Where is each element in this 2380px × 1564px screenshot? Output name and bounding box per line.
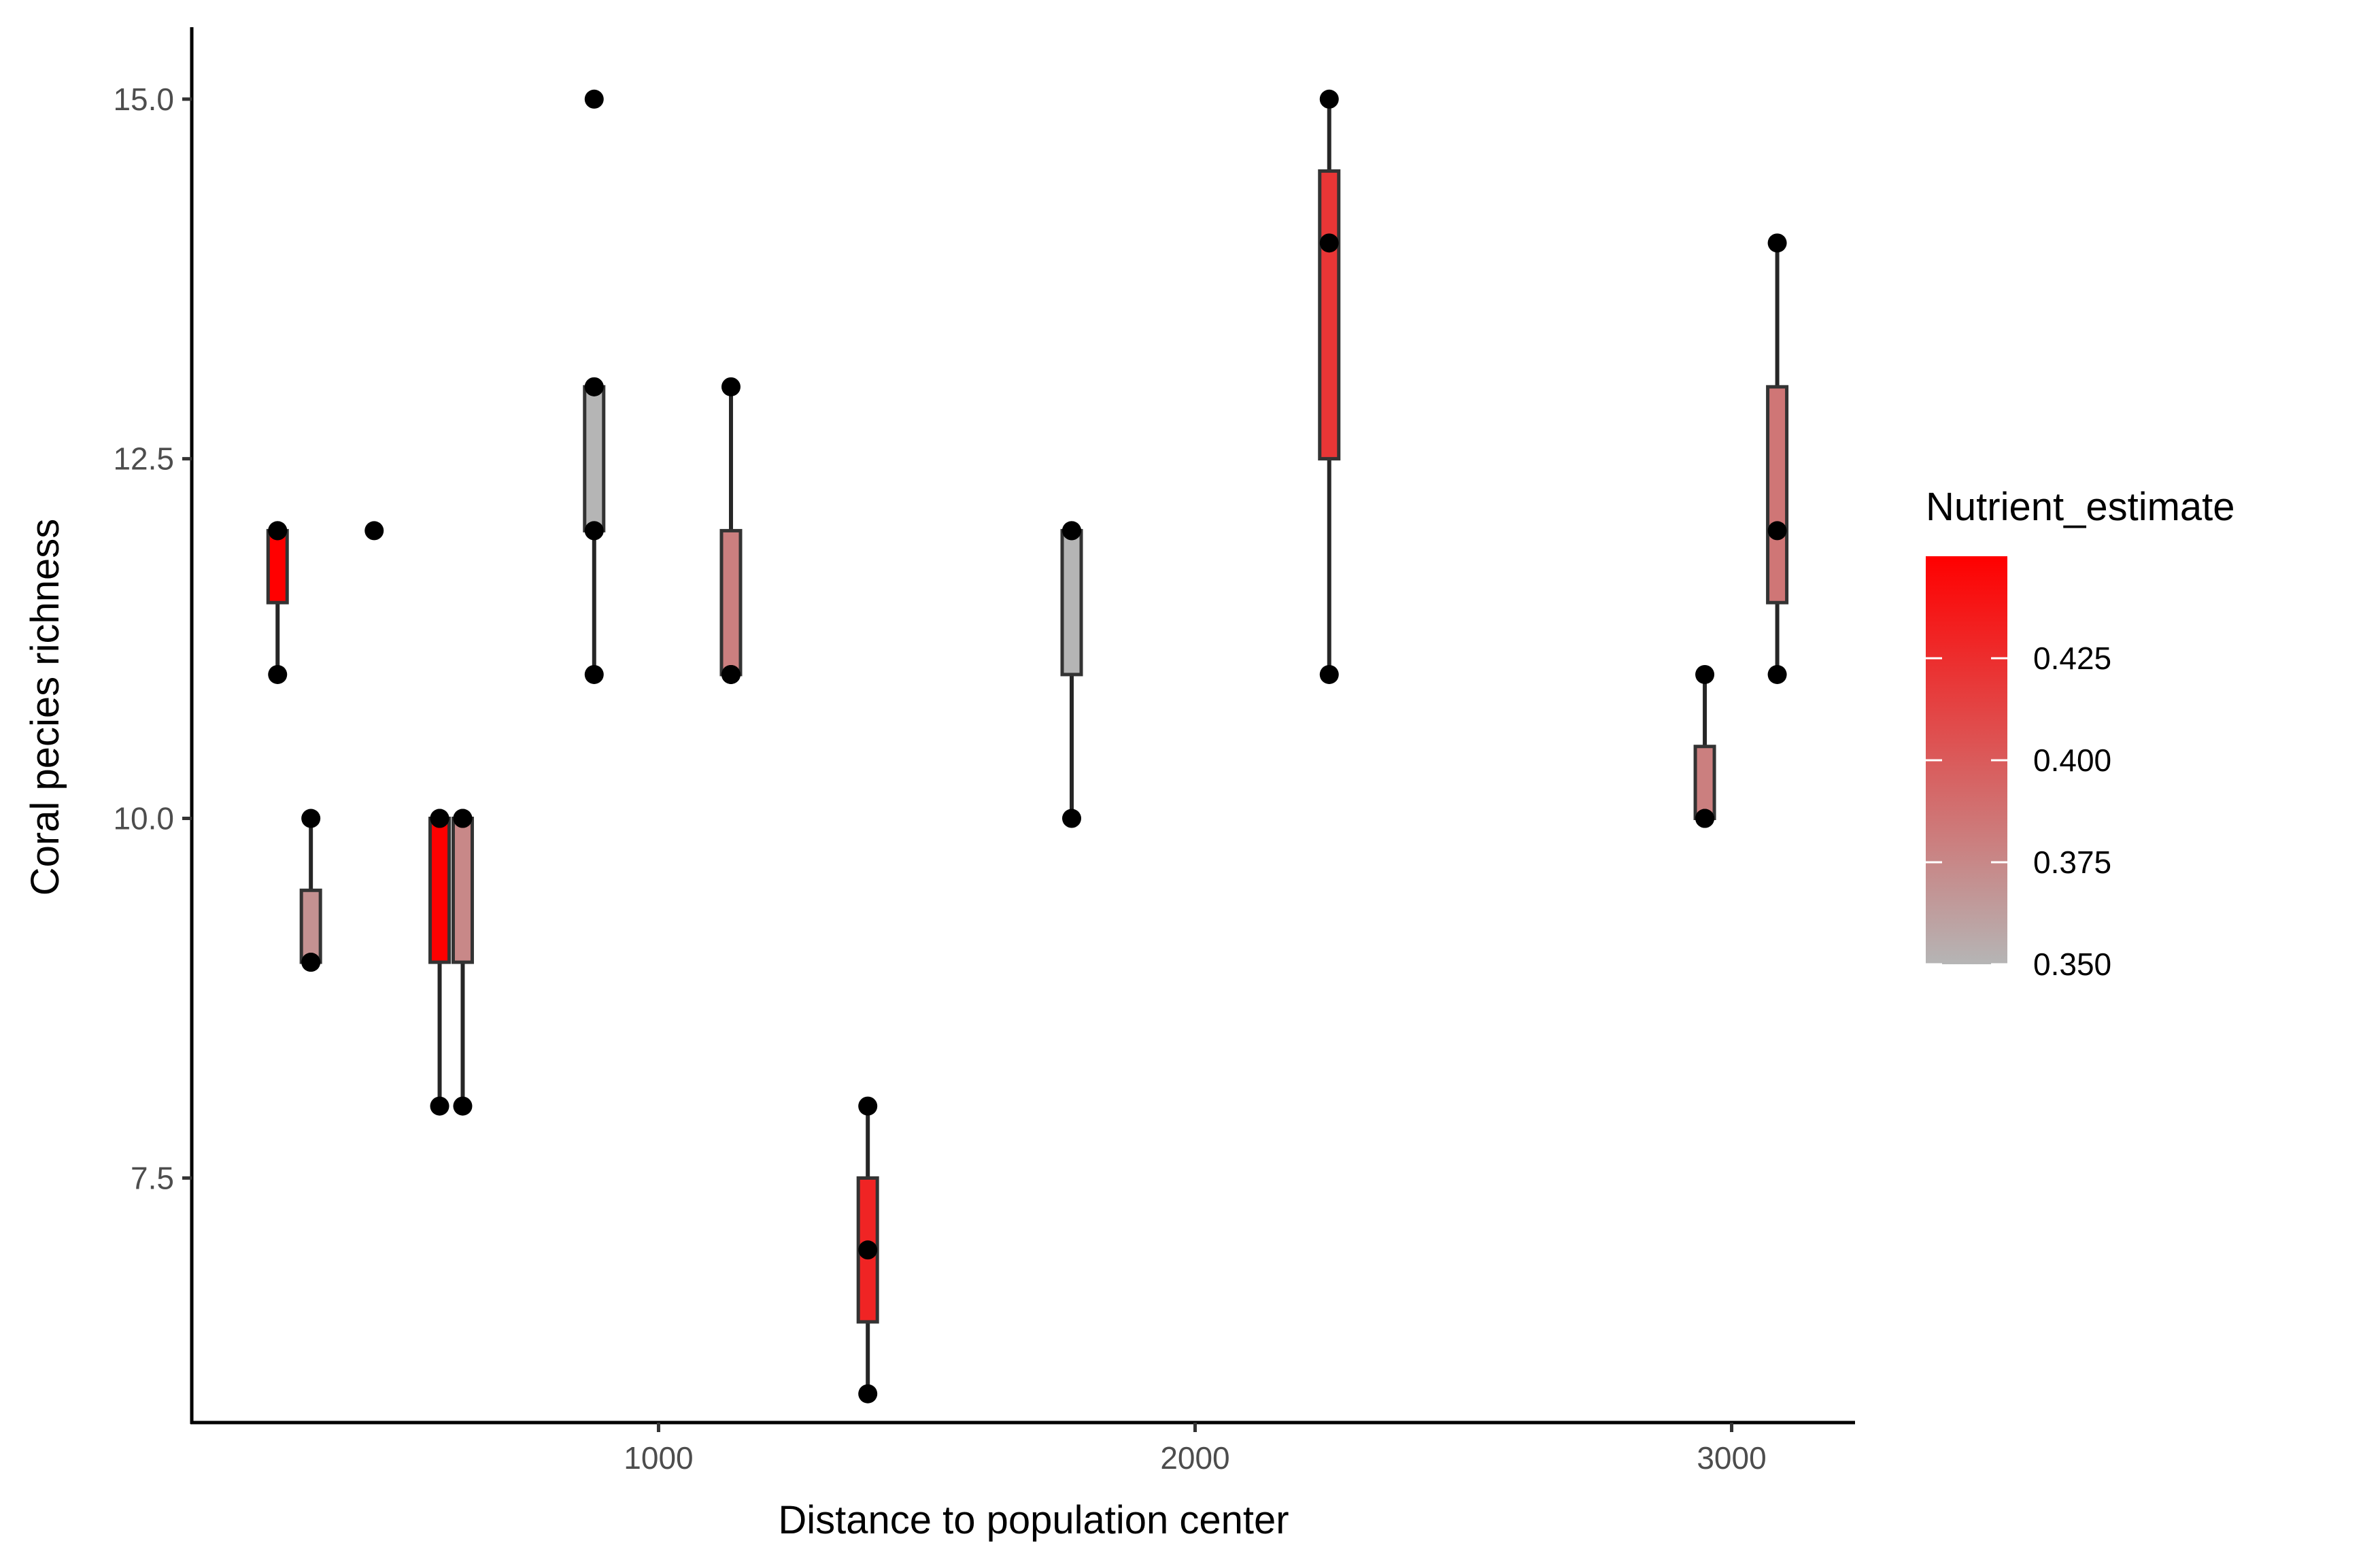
colorbar-tick-label: 0.350 (2033, 947, 2111, 982)
data-point (453, 1096, 473, 1116)
y-axis-title: Coral pecies richness (23, 519, 67, 896)
data-point (1062, 521, 1082, 541)
data-point (858, 1384, 878, 1404)
box (719, 528, 743, 677)
box-group (719, 377, 743, 684)
colorbar-tick-label: 0.400 (2033, 743, 2111, 778)
data-point (1319, 233, 1339, 253)
data-point (1695, 809, 1715, 828)
box-group (299, 809, 322, 972)
x-axis-title: Distance to population center (778, 1498, 1289, 1542)
data-point (364, 521, 384, 541)
box-group (451, 809, 474, 1116)
box-group (583, 89, 606, 684)
data-point (301, 953, 321, 972)
box (266, 528, 289, 605)
data-point (268, 521, 288, 541)
data-point (1319, 89, 1339, 109)
data-point (584, 89, 604, 109)
x-tick-label: 3000 (1697, 1440, 1766, 1476)
box-group (1318, 89, 1341, 684)
y-tick-label: 10.0 (113, 801, 174, 836)
legend-title: Nutrient_estimate (1926, 485, 2235, 529)
box (299, 888, 322, 964)
data-point (1062, 809, 1082, 828)
box-group (266, 521, 289, 684)
box (451, 817, 474, 964)
plot-area (266, 89, 1789, 1404)
y-tick-label: 15.0 (113, 82, 174, 117)
box-group (428, 809, 452, 1116)
data-point (1767, 233, 1787, 253)
data-point (1319, 664, 1339, 684)
legend: Nutrient_estimate 0.350 0.375 0.400 0.425 (1926, 485, 2235, 982)
data-point (1767, 521, 1787, 541)
x-tick-label: 1000 (624, 1440, 693, 1476)
data-point (584, 521, 604, 541)
box (1693, 745, 1716, 821)
data-point (858, 1240, 878, 1260)
x-tick-label: 2000 (1160, 1440, 1229, 1476)
data-point (430, 1096, 449, 1116)
data-point (430, 809, 449, 828)
colorbar-tick-label: 0.425 (2033, 641, 2111, 676)
data-point (268, 664, 288, 684)
box (583, 385, 606, 532)
y-tick-label: 12.5 (113, 441, 174, 477)
box (428, 817, 452, 964)
box (1318, 169, 1341, 461)
data-point (584, 664, 604, 684)
axes: 7.5 10.0 12.5 15.0 1000 2000 3000 (113, 27, 1855, 1476)
data-point (1695, 664, 1715, 684)
colorbar-tick-label: 0.375 (2033, 845, 2111, 880)
box-group (856, 1096, 879, 1404)
data-point (453, 809, 473, 828)
data-point (301, 809, 321, 828)
y-tick-label: 7.5 (131, 1160, 174, 1195)
box-group (364, 521, 384, 541)
data-point (721, 377, 741, 396)
box (1060, 528, 1083, 677)
data-point (721, 664, 741, 684)
box-group (1060, 521, 1083, 828)
box-group (1693, 664, 1716, 828)
box-group (1766, 233, 1789, 684)
data-point (858, 1096, 878, 1116)
box (1766, 385, 1789, 605)
data-point (1767, 664, 1787, 684)
data-point (584, 377, 604, 396)
